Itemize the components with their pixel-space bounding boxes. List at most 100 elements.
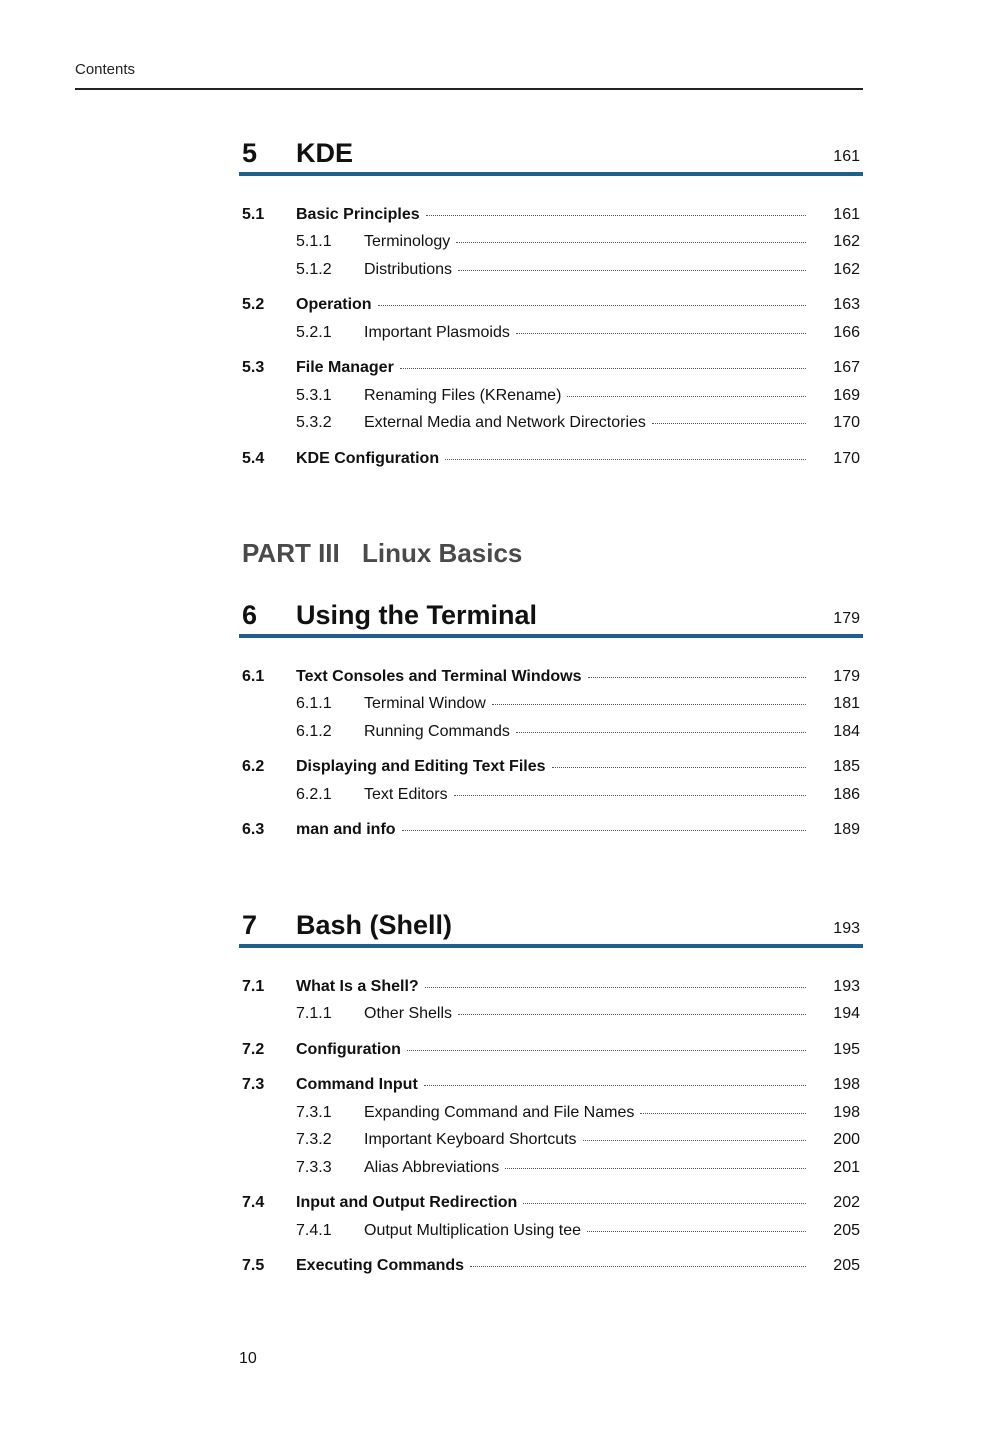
dot-leader [640,1112,806,1114]
entry-page: 194 [833,1005,860,1023]
entry-page: 163 [833,296,860,314]
toc-entry[interactable]: 7.1 What Is a Shell? 193 [239,973,863,1001]
entry-page: 195 [833,1040,860,1058]
chapter-heading[interactable]: 7 Bash (Shell) 193 [239,906,863,944]
chapter-rule [239,944,863,948]
entry-page: 185 [833,758,860,776]
entry-number: 7.4 [242,1194,265,1212]
entry-page: 161 [833,205,860,223]
entry-title: Input and Output Redirection [296,1194,518,1212]
toc-entry[interactable]: 5.1.1 Terminology 162 [239,229,863,257]
toc-entry[interactable]: 7.4.1 Output Multiplication Using tee 20… [239,1217,863,1245]
entry-title: Command Input [296,1076,418,1094]
entry-page: 205 [833,1221,860,1239]
dot-leader [377,305,806,307]
entry-number: 7.3.2 [296,1131,332,1149]
toc-entry[interactable]: 5.4 KDE Configuration 170 [239,445,863,473]
dot-leader [406,1049,806,1051]
toc-entry[interactable]: 6.1 Text Consoles and Terminal Windows 1… [239,663,863,691]
entry-number: 7.5 [242,1257,265,1275]
chapter-rule [239,172,863,176]
header-rule [75,88,863,90]
entry-page: 166 [833,323,860,341]
entry-page: 198 [833,1076,860,1094]
chapter-5: 5 KDE 161 5.1 Basic Principles 161 5.1.1… [239,134,863,473]
entry-title: Alias Abbreviations [364,1158,500,1176]
toc-entry[interactable]: 6.3 man and info 189 [239,817,863,845]
dot-leader [399,368,806,370]
dot-leader [424,986,806,988]
toc-entry[interactable]: 7.3 Command Input 198 [239,1072,863,1100]
entry-title: Distributions [364,260,453,278]
entry-title: Terminology [364,233,451,251]
dot-leader [551,767,806,769]
toc-entry[interactable]: 5.3.1 Renaming Files (KRename) 169 [239,382,863,410]
dot-leader [582,1140,806,1142]
chapter-number: 7 [242,909,258,940]
chapter-heading[interactable]: 6 Using the Terminal 179 [239,596,863,634]
toc-entry[interactable]: 6.1.2 Running Commands 184 [239,718,863,746]
dot-leader [515,332,806,334]
dot-leader [453,794,806,796]
toc-entry[interactable]: 7.3.1 Expanding Command and File Names 1… [239,1099,863,1127]
toc-entry[interactable]: 7.5 Executing Commands 205 [239,1253,863,1281]
toc-entry[interactable]: 5.3.2 External Media and Network Directo… [239,410,863,438]
part-title: Linux Basics [362,538,523,568]
chapter-heading[interactable]: 5 KDE 161 [239,134,863,172]
entry-title: File Manager [296,359,394,377]
entry-page: 186 [833,785,860,803]
dot-leader [651,423,806,425]
entry-number: 7.1 [242,977,265,995]
dot-leader [587,676,806,678]
toc-entry[interactable]: 7.3.2 Important Keyboard Shortcuts 200 [239,1127,863,1155]
entry-page: 170 [833,414,860,432]
entry-number: 7.3 [242,1076,265,1094]
dot-leader [401,830,806,832]
entry-title: Important Plasmoids [364,323,510,341]
entry-page: 193 [833,977,860,995]
toc-entry[interactable]: 5.1 Basic Principles 161 [239,201,863,229]
toc-entry[interactable]: 5.2 Operation 163 [239,292,863,320]
toc-entry[interactable]: 6.1.1 Terminal Window 181 [239,691,863,719]
toc-entry[interactable]: 5.3 File Manager 167 [239,355,863,383]
toc-entry[interactable]: 6.2 Displaying and Editing Text Files 18… [239,754,863,782]
entry-number: 7.4.1 [296,1221,332,1239]
dot-leader [523,1203,806,1205]
page-number: 10 [239,1350,257,1367]
entry-title: Text Consoles and Terminal Windows [296,667,582,685]
toc-entry[interactable]: 5.2.1 Important Plasmoids 166 [239,319,863,347]
entry-number: 7.1.1 [296,1005,332,1023]
entry-title: Displaying and Editing Text Files [296,758,546,776]
entry-title: External Media and Network Directories [364,414,646,432]
entry-list: 5.1 Basic Principles 161 5.1.1 Terminolo… [239,176,863,473]
toc-entry[interactable]: 7.2 Configuration 195 [239,1036,863,1064]
dot-leader [425,214,806,216]
part-number: PART III [242,538,340,568]
chapter-number: 6 [242,599,258,630]
dot-leader [470,1266,806,1268]
entry-page: 181 [833,695,860,713]
dot-leader [587,1230,806,1232]
toc-entry[interactable]: 7.4 Input and Output Redirection 202 [239,1190,863,1218]
entry-page: 179 [833,667,860,685]
entry-title: Configuration [296,1040,401,1058]
entry-title: Other Shells [364,1005,453,1023]
toc-entry[interactable]: 6.2.1 Text Editors 186 [239,781,863,809]
toc-entry[interactable]: 7.3.3 Alias Abbreviations 201 [239,1154,863,1182]
entry-page: 162 [833,260,860,278]
entry-title: Running Commands [364,722,510,740]
entry-number: 5.1.1 [296,233,332,251]
entry-page: 167 [833,359,860,377]
dot-leader [515,731,806,733]
chapter-number: 5 [242,137,258,168]
entry-title: Basic Principles [296,205,420,223]
entry-number: 6.2 [242,758,265,776]
toc-entry[interactable]: 5.1.2 Distributions 162 [239,256,863,284]
entry-number: 7.3.3 [296,1158,332,1176]
entry-list: 7.1 What Is a Shell? 193 7.1.1 Other She… [239,948,863,1280]
toc-entry[interactable]: 7.1.1 Other Shells 194 [239,1001,863,1029]
entry-number: 5.3 [242,359,265,377]
entry-title: man and info [296,821,396,839]
dot-leader [505,1167,806,1169]
entry-number: 6.1 [242,667,265,685]
